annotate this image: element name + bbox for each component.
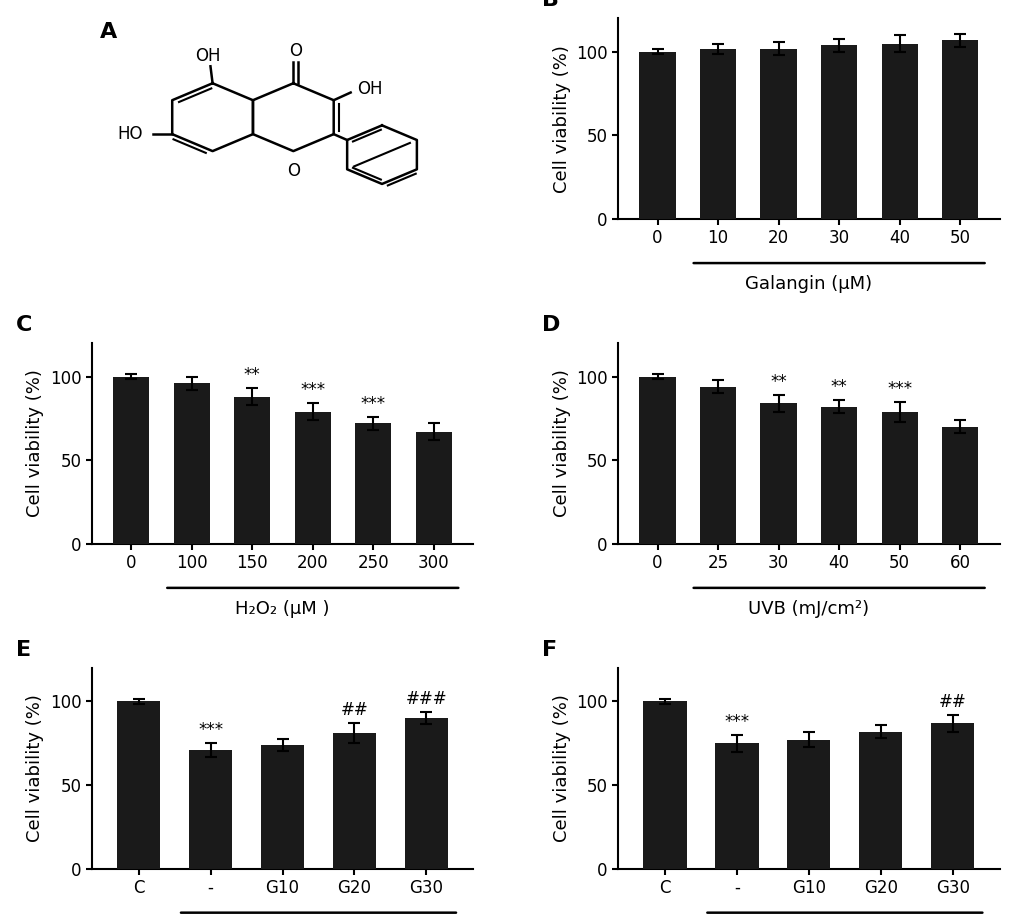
Text: ##: ## [938, 693, 966, 711]
Bar [173, 383, 210, 543]
Text: F: F [541, 640, 556, 660]
Text: ###: ### [406, 690, 446, 708]
Bar [699, 49, 736, 219]
Bar [699, 387, 736, 543]
Bar [117, 701, 160, 869]
Text: ***: *** [723, 712, 749, 731]
Bar [405, 718, 447, 869]
Text: D: D [541, 315, 559, 335]
Bar [714, 743, 758, 869]
Text: OH: OH [196, 47, 221, 65]
Bar [942, 427, 977, 543]
Bar [332, 734, 376, 869]
Bar [880, 43, 917, 219]
Y-axis label: Cell viability (%): Cell viability (%) [26, 694, 44, 843]
Text: B: B [541, 0, 558, 10]
X-axis label: H₂O₂ (μM ): H₂O₂ (μM ) [235, 600, 329, 618]
Bar [820, 45, 857, 219]
Text: **: ** [769, 373, 787, 391]
X-axis label: UVB (mJ/cm²): UVB (mJ/cm²) [748, 600, 868, 618]
Y-axis label: Cell viability (%): Cell viability (%) [552, 370, 570, 517]
Bar [355, 423, 391, 543]
Y-axis label: Cell viability (%): Cell viability (%) [552, 694, 570, 843]
Text: O: O [286, 162, 300, 180]
Text: OH: OH [357, 80, 382, 99]
Bar [639, 377, 675, 543]
Text: ***: *** [198, 721, 223, 739]
Bar [942, 41, 977, 219]
Text: ***: *** [300, 382, 325, 399]
Bar [233, 396, 270, 543]
Bar [880, 412, 917, 543]
Text: ##: ## [340, 701, 368, 719]
Bar [930, 723, 973, 869]
Bar [787, 740, 829, 869]
Bar [294, 412, 330, 543]
Y-axis label: Cell viability (%): Cell viability (%) [552, 44, 570, 193]
Bar [113, 377, 149, 543]
Bar [760, 404, 796, 543]
Bar [261, 745, 304, 869]
Text: **: ** [244, 366, 261, 384]
Bar [760, 49, 796, 219]
X-axis label: Galangin (μM): Galangin (μM) [745, 275, 871, 293]
Text: HO: HO [117, 125, 143, 143]
Text: E: E [15, 640, 31, 660]
Bar [820, 407, 857, 543]
Text: ***: *** [361, 395, 385, 413]
Bar [416, 432, 451, 543]
Text: C: C [15, 315, 32, 335]
Text: **: ** [829, 378, 847, 395]
Text: O: O [289, 43, 302, 60]
Bar [189, 750, 232, 869]
Bar [639, 52, 675, 219]
Bar [643, 701, 686, 869]
Text: ***: *** [887, 380, 911, 397]
Y-axis label: Cell viability (%): Cell viability (%) [26, 370, 44, 517]
Text: A: A [99, 22, 116, 43]
Bar [858, 732, 902, 869]
